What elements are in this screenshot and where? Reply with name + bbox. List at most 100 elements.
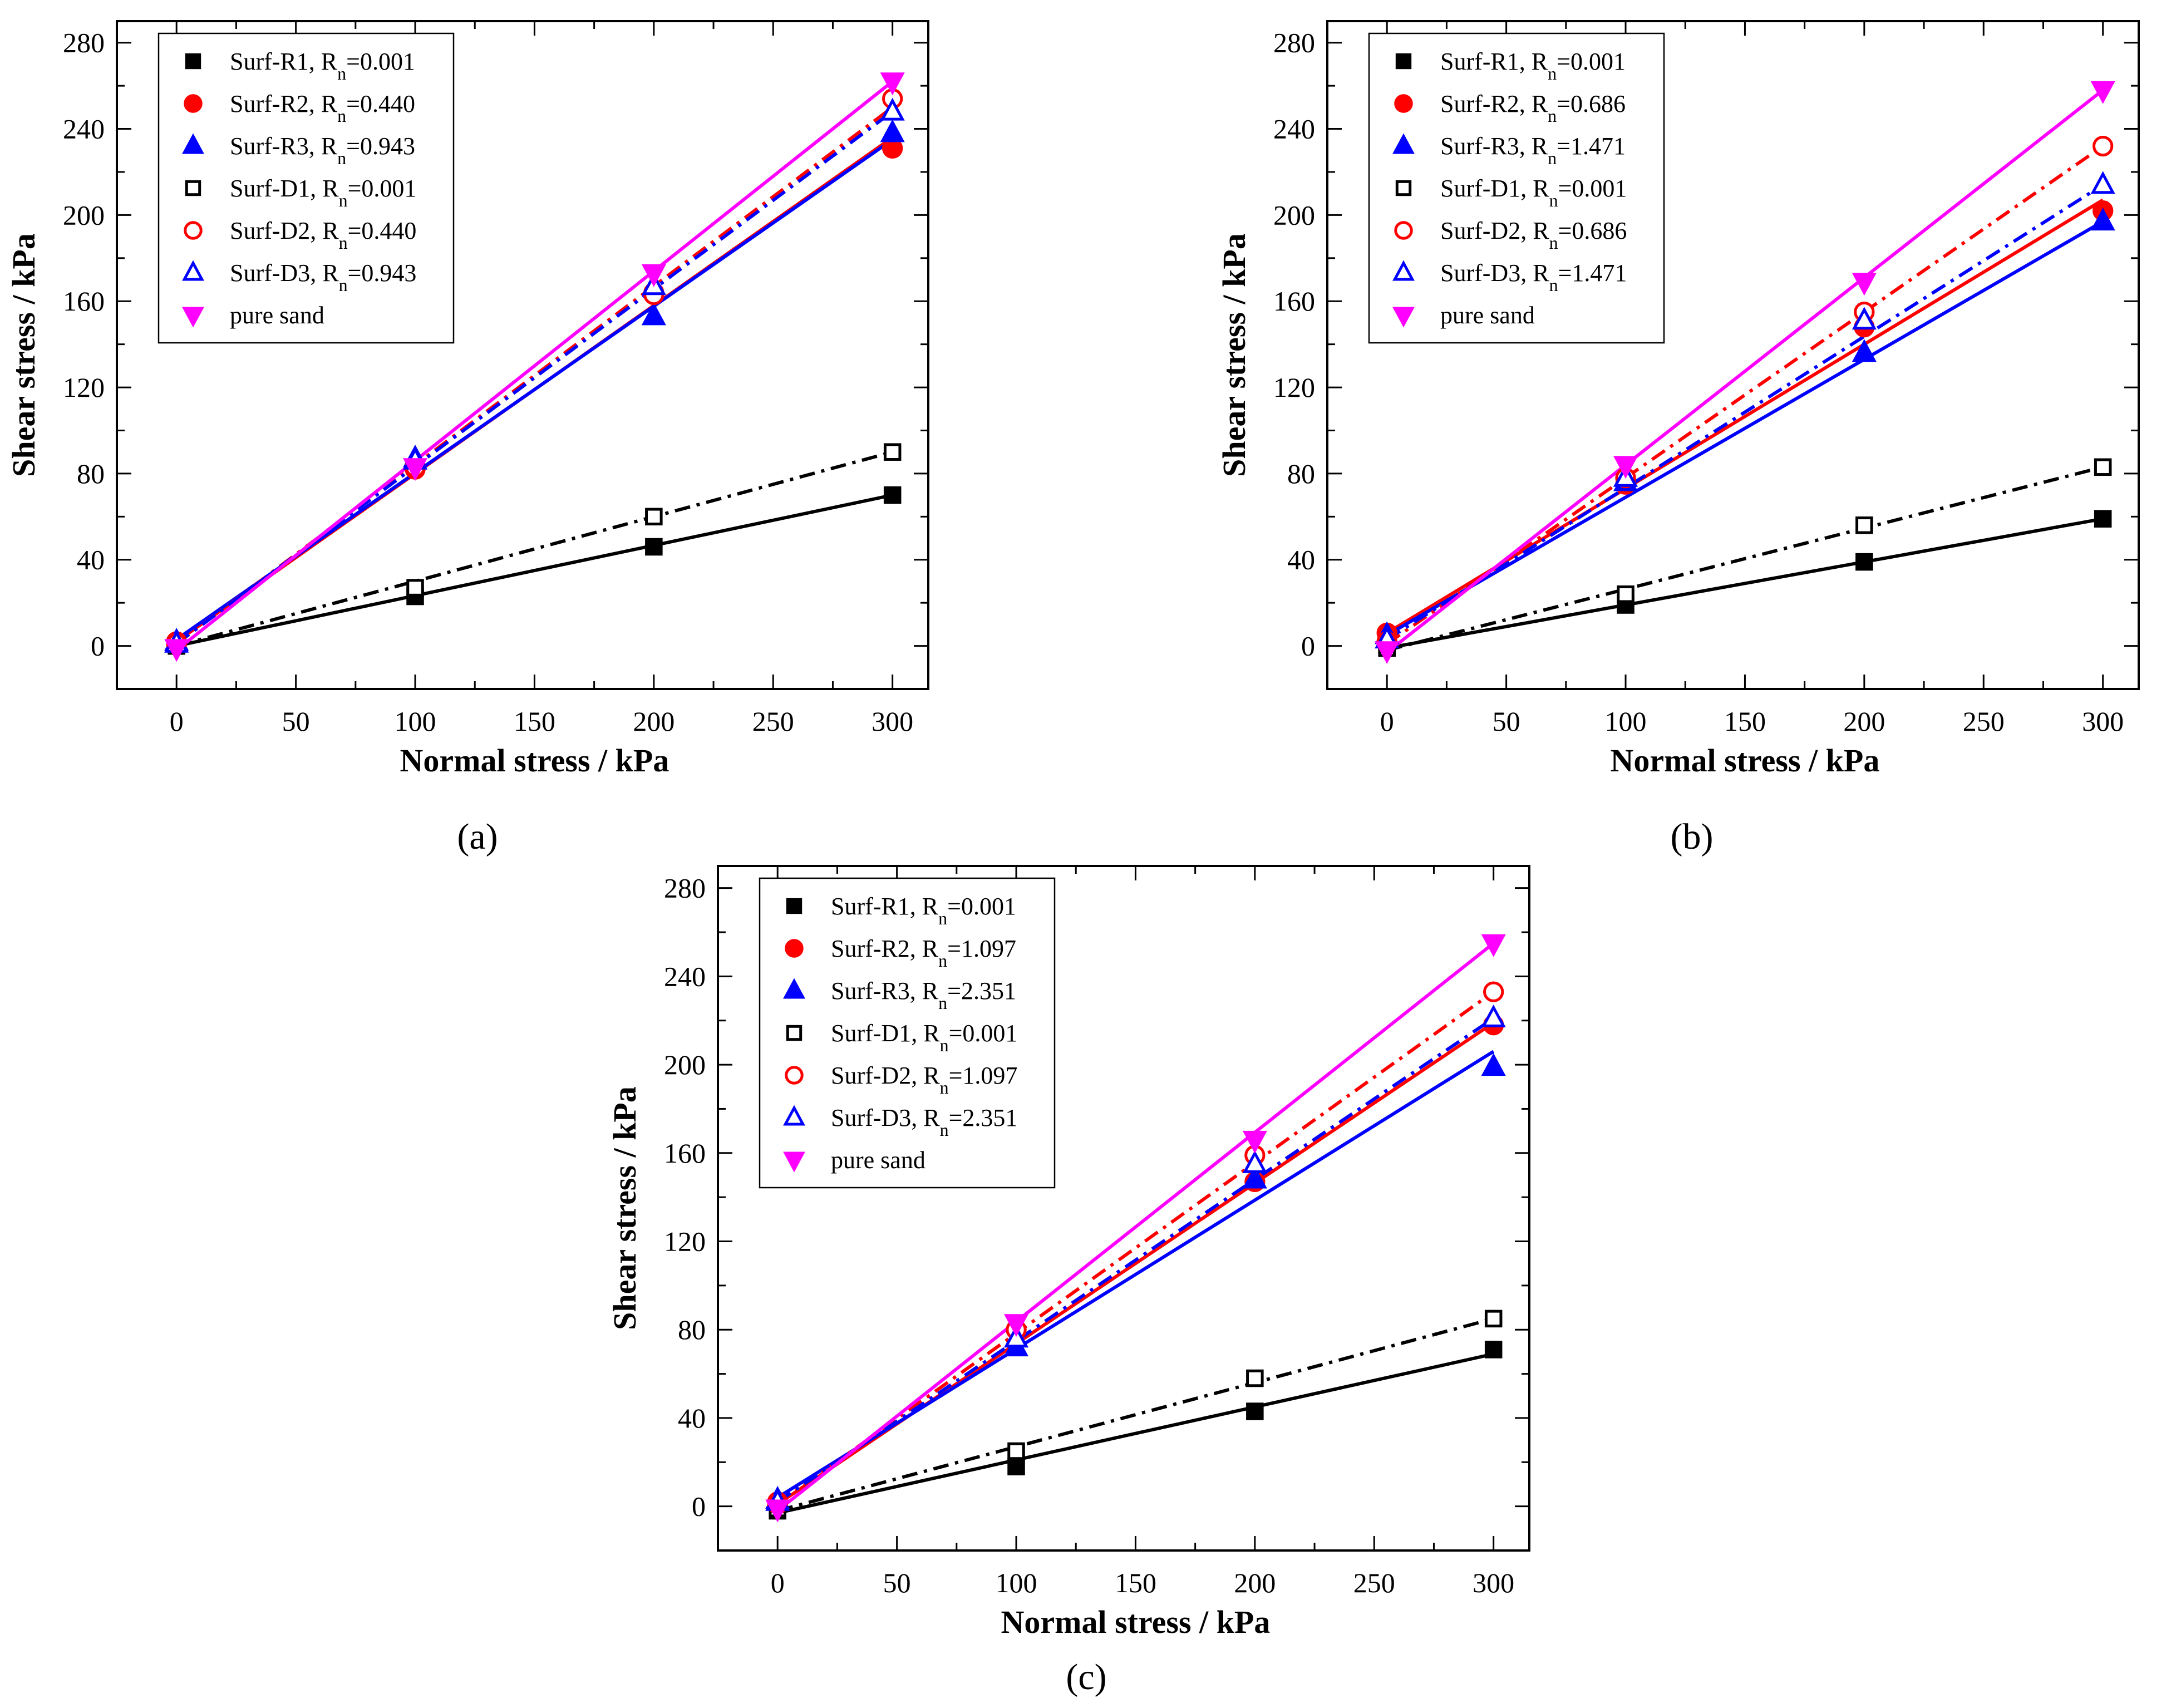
data-point-d3 — [1481, 1004, 1506, 1027]
legend-subscript: n — [940, 1077, 949, 1097]
legend-name: Surf-D1, R — [831, 1020, 940, 1047]
legend-entry-d3: Surf-D3, Rn=2.351 — [831, 1104, 1017, 1140]
legend-subscript: n — [339, 233, 348, 253]
legend-marker-d1 — [786, 1025, 803, 1041]
panel-label: (b) — [1671, 816, 1714, 857]
legend-subscript: n — [940, 1120, 949, 1140]
legend-name: Surf-R2, R — [230, 90, 338, 117]
y-tick-label: 280 — [63, 27, 105, 58]
fit-line-r3 — [1386, 220, 2104, 637]
legend-name: Surf-D3, R — [230, 259, 339, 287]
x-tick-label: 300 — [872, 706, 913, 737]
data-point-r1 — [883, 486, 902, 504]
chart-panel-3: 0 50 100 150 200 250 300 0 40 80 120 160 200 240 280 No… — [607, 865, 1530, 1697]
panel-label: (c) — [1066, 1657, 1106, 1697]
legend-value: =0.943 — [348, 259, 417, 287]
legend-entry-d3: Surf-D3, Rn=0.943 — [230, 259, 416, 295]
fit-line-pure — [1386, 88, 2104, 654]
legend-value: =0.001 — [348, 175, 417, 202]
legend-subscript: n — [339, 190, 348, 210]
data-point-d1 — [1246, 1369, 1264, 1387]
data-point-r1 — [2094, 510, 2112, 528]
data-point-d2 — [2093, 135, 2114, 157]
data-point-r1 — [1007, 1458, 1025, 1475]
fit-line-d3 — [175, 110, 894, 646]
legend-value: =0.943 — [346, 132, 415, 160]
legend-value: =0.440 — [346, 90, 415, 117]
x-tick-label: 200 — [1843, 706, 1885, 737]
y-tick-label: 80 — [77, 458, 105, 489]
x-tick-label: 200 — [1234, 1567, 1276, 1598]
data-point-pure — [1003, 1314, 1029, 1337]
legend-entry-d1: Surf-D1, Rn=0.001 — [1440, 175, 1627, 210]
legend-value: =1.097 — [949, 1062, 1018, 1089]
data-point-d2 — [1483, 981, 1504, 1002]
legend-subscript: n — [938, 908, 947, 928]
legend-name: Surf-D2, R — [230, 217, 339, 244]
legend-value: =0.001 — [346, 48, 415, 75]
data-point-pure — [1242, 1130, 1267, 1154]
legend-entry-d3: Surf-D3, Rn=1.471 — [1440, 259, 1627, 295]
fit-line-pure — [175, 80, 894, 652]
x-tick-label: 250 — [1353, 1567, 1395, 1598]
legend-value: =2.351 — [947, 977, 1016, 1005]
x-tick-label: 50 — [883, 1567, 911, 1598]
y-tick-label: 280 — [1273, 27, 1315, 58]
fit-line-d1 — [777, 1317, 1494, 1513]
data-point-pure — [402, 458, 428, 481]
legend-marker-d1 — [185, 180, 201, 196]
legend-subscript: n — [339, 275, 348, 295]
legend-subscript: n — [1548, 106, 1557, 126]
legend-marker-r3 — [1392, 133, 1415, 154]
fit-line-d2 — [175, 106, 894, 646]
legend-entry-r1: Surf-R1, Rn=0.001 — [230, 48, 415, 83]
fit-line-d3 — [1386, 183, 2104, 641]
fit-line-r1 — [1386, 517, 2104, 650]
legend-subscript: n — [1548, 63, 1557, 83]
legend-subscript: n — [337, 63, 346, 83]
x-tick-label: 50 — [1493, 706, 1520, 737]
legend-subscript: n — [938, 951, 947, 971]
legend-value: =0.001 — [1558, 175, 1627, 202]
data-point-d3 — [2090, 171, 2115, 194]
data-point-d1 — [1617, 585, 1634, 603]
legend-marker-r2 — [184, 94, 203, 113]
data-point-pure — [1613, 456, 1638, 479]
legend-name: Surf-R3, R — [1440, 132, 1548, 160]
x-tick-label: 150 — [1115, 1567, 1156, 1598]
x-tick-label: 100 — [395, 706, 436, 737]
data-point-d1 — [406, 579, 424, 597]
fit-line-d2 — [776, 990, 1495, 1506]
legend-entry-d2: Surf-D2, Rn=1.097 — [831, 1062, 1017, 1097]
legend-name: Surf-D3, R — [1440, 259, 1549, 287]
fit-line-d1 — [176, 450, 893, 648]
y-tick-label: 160 — [1273, 286, 1315, 317]
y-tick-label: 120 — [664, 1226, 706, 1257]
legend-entry-d2: Surf-D2, Rn=0.440 — [230, 217, 416, 253]
data-point-r3 — [641, 302, 666, 326]
legend-value: =2.351 — [949, 1104, 1018, 1131]
legend-entry-d1: Surf-D1, Rn=0.001 — [831, 1020, 1017, 1055]
legend-entry-d1: Surf-D1, Rn=0.001 — [230, 175, 416, 210]
fit-line-pure — [776, 942, 1495, 1512]
y-tick-label: 0 — [692, 1491, 706, 1522]
data-point-pure — [2090, 81, 2115, 104]
legend-name: pure sand — [230, 302, 324, 329]
legend-entry-r2: Surf-R2, Rn=0.686 — [1440, 90, 1626, 126]
legend-entry-d2: Surf-D2, Rn=0.686 — [1440, 217, 1627, 253]
legend-marker-d2 — [785, 1066, 804, 1085]
legend-marker-d2 — [1394, 221, 1413, 240]
legend-name: Surf-R2, R — [831, 935, 939, 962]
x-tick-label: 300 — [1473, 1567, 1514, 1598]
data-point-r3 — [1481, 1053, 1506, 1076]
legend-box — [1368, 32, 1665, 344]
fit-line-r1 — [777, 1352, 1494, 1515]
x-tick-label: 100 — [996, 1567, 1037, 1598]
chart-panel-2: 0 50 100 150 200 250 300 0 40 80 120 160 200 240 280 No… — [1216, 20, 2140, 857]
data-point-pure — [1852, 273, 1877, 296]
panel-label: (a) — [457, 816, 498, 857]
legend-value: =0.686 — [1557, 90, 1626, 117]
y-tick-label: 200 — [664, 1049, 706, 1080]
y-tick-label: 200 — [63, 199, 105, 230]
